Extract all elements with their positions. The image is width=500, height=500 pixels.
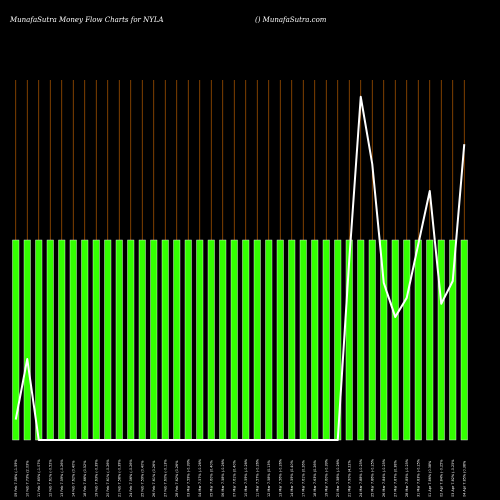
bar bbox=[449, 239, 457, 441]
bar bbox=[253, 239, 261, 441]
x-tick-label: 03 Apr 7.82% (-0.25% bbox=[451, 459, 455, 497]
x-tick-label: 03 Mar 7.59% (-0.39% bbox=[186, 458, 190, 497]
bar bbox=[127, 239, 135, 441]
bar bbox=[58, 239, 66, 441]
bar bbox=[391, 239, 399, 441]
x-tick-label: 13 Feb 7.59% (-0.26% bbox=[60, 459, 64, 497]
bars-group bbox=[12, 239, 468, 441]
bar bbox=[322, 239, 330, 441]
x-tick-label: 09 Feb 7.58% (-1.59% bbox=[14, 459, 18, 497]
x-tick-label: 10 Feb 7.73% (2.03% bbox=[25, 460, 29, 497]
x-tick-label: 01 Apr 7.86% (0.38% bbox=[428, 460, 432, 497]
bar bbox=[437, 239, 445, 441]
x-tick-label: 10 Mar 7.59% (-0.26% bbox=[244, 458, 248, 497]
bar bbox=[138, 239, 146, 441]
bar bbox=[150, 239, 158, 441]
x-tick-label: 06 Mar 7.58% (-0.26% bbox=[221, 458, 225, 497]
x-tick-label: 28 Mar 7.85% (-0.25% bbox=[405, 458, 409, 497]
x-tick-label: 17 Mar 7.61% (0.26% bbox=[301, 459, 305, 497]
site-credit: () MunafaSutra.com bbox=[255, 16, 327, 24]
bar bbox=[23, 239, 31, 441]
x-tick-label: 04 Apr 7.85% (0.38% bbox=[462, 460, 466, 497]
bar bbox=[460, 239, 468, 441]
bar bbox=[196, 239, 204, 441]
bar bbox=[403, 239, 411, 441]
x-tick-label: 07 Mar 7.61% (0.40% bbox=[232, 459, 236, 497]
x-tick-label: 25 Feb 7.59% (0.40% bbox=[140, 460, 144, 497]
bar bbox=[207, 239, 215, 441]
bar bbox=[368, 239, 376, 441]
bar bbox=[380, 239, 388, 441]
bar bbox=[414, 239, 422, 441]
x-tick-label: 19 Feb 7.63% (-0.39% bbox=[94, 459, 98, 497]
money-flow-line bbox=[14, 95, 466, 441]
x-tick-label: 20 Feb 7.61% (-0.26% bbox=[106, 459, 110, 497]
bar bbox=[311, 239, 319, 441]
x-tick-label: 21 Mar 7.90% (4.22% bbox=[347, 459, 351, 497]
x-tick-label: 31 Mar 7.83% (-0.25% bbox=[416, 458, 420, 497]
bar bbox=[288, 239, 296, 441]
bar bbox=[276, 239, 284, 441]
bar bbox=[184, 239, 192, 441]
x-tick-label: 13 Mar 7.56% (-0.26% bbox=[278, 458, 282, 497]
x-tick-label: 12 Mar 7.58% (0.13% bbox=[267, 459, 271, 497]
x-tick-label: 02 Apr 7.84% (-0.25% bbox=[439, 459, 443, 497]
bar bbox=[161, 239, 169, 441]
bar bbox=[92, 239, 100, 441]
x-tick-label: 19 Mar 7.60% (-0.39% bbox=[324, 458, 328, 497]
x-tick-label: 21 Feb 7.58% (-0.39% bbox=[117, 459, 121, 497]
x-tick-label: 11 Feb 7.65% (-1.07% bbox=[37, 459, 41, 497]
bar bbox=[104, 239, 112, 441]
x-tick-label: 28 Feb 7.62% (0.26% bbox=[175, 460, 179, 497]
x-tick-label: 24 Feb 7.56% (-0.26% bbox=[129, 459, 133, 497]
bar bbox=[345, 239, 353, 441]
bar bbox=[426, 239, 434, 441]
x-tick-label: 18 Feb 7.66% (0.52% bbox=[83, 460, 87, 497]
bar bbox=[115, 239, 123, 441]
x-tick-label: 14 Feb 7.62% (0.40% bbox=[71, 460, 75, 497]
x-tick-label: 27 Mar 7.87% (0.38% bbox=[393, 459, 397, 497]
x-tick-label: 12 Feb 7.61% (-0.52% bbox=[48, 459, 52, 497]
x-tick-label: 14 Mar 7.59% (0.40% bbox=[290, 459, 294, 497]
bar bbox=[219, 239, 227, 441]
chart-title: MunafaSutra Money Flow Charts for NYLA bbox=[9, 16, 164, 24]
money-flow-line-group bbox=[14, 95, 466, 441]
bar bbox=[173, 239, 181, 441]
bar bbox=[230, 239, 238, 441]
bar bbox=[299, 239, 307, 441]
bar bbox=[35, 239, 43, 441]
x-tick-label: 26 Feb 7.61% (0.26% bbox=[152, 460, 156, 497]
x-tick-labels: 09 Feb 7.58% (-1.59% 10 Feb 7.73% (2.03% 1… bbox=[14, 458, 467, 497]
bar bbox=[242, 239, 250, 441]
x-tick-label: 20 Mar 7.58% (-0.26% bbox=[336, 458, 340, 497]
x-tick-label: 26 Mar 7.84% (-0.25% bbox=[382, 458, 386, 497]
x-tick-label: 04 Mar 7.57% (-0.26% bbox=[198, 458, 202, 497]
x-tick-label: 24 Mar 7.88% (-0.25% bbox=[359, 458, 363, 497]
bar bbox=[69, 239, 77, 441]
bar bbox=[12, 239, 20, 441]
bar bbox=[46, 239, 54, 441]
x-tick-label: 11 Mar 7.57% (-0.26% bbox=[255, 458, 259, 497]
x-tick-label: 25 Mar 7.86% (-0.25% bbox=[370, 458, 374, 497]
bar bbox=[81, 239, 89, 441]
bar bbox=[357, 239, 365, 441]
x-tick-label: 05 Mar 7.60% (0.40% bbox=[209, 459, 213, 497]
bar bbox=[265, 239, 273, 441]
x-tick-label: 18 Mar 7.63% (0.26% bbox=[313, 459, 317, 497]
x-tick-label: 27 Feb 7.60% (-0.13% bbox=[163, 459, 167, 497]
